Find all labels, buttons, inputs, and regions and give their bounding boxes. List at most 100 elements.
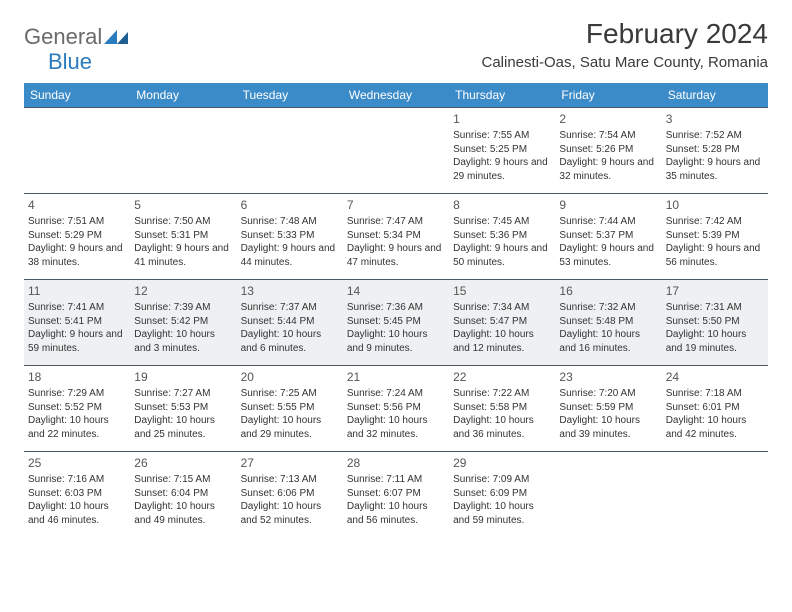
day-cell [130,108,236,194]
sunrise-line: Sunrise: 7:45 AM [453,215,551,229]
sunset-line: Sunset: 5:45 PM [347,315,445,329]
day-cell: 12Sunrise: 7:39 AMSunset: 5:42 PMDayligh… [130,280,236,366]
sunrise-line: Sunrise: 7:09 AM [453,473,551,487]
day-number: 28 [347,455,445,471]
sunset-line: Sunset: 5:26 PM [559,143,657,157]
logo: General [24,18,132,50]
daylight-line: Daylight: 10 hours and 49 minutes. [134,500,232,527]
sunset-line: Sunset: 5:56 PM [347,401,445,415]
day-number: 15 [453,283,551,299]
day-number: 3 [666,111,764,127]
daylight-line: Daylight: 10 hours and 52 minutes. [241,500,339,527]
month-title: February 2024 [481,18,768,50]
daylight-line: Daylight: 10 hours and 3 minutes. [134,328,232,355]
sunset-line: Sunset: 5:37 PM [559,229,657,243]
day-header: Friday [555,83,661,108]
day-header: Saturday [662,83,768,108]
day-cell: 8Sunrise: 7:45 AMSunset: 5:36 PMDaylight… [449,194,555,280]
day-number: 19 [134,369,232,385]
day-cell: 13Sunrise: 7:37 AMSunset: 5:44 PMDayligh… [237,280,343,366]
day-number: 25 [28,455,126,471]
day-number: 21 [347,369,445,385]
day-cell: 24Sunrise: 7:18 AMSunset: 6:01 PMDayligh… [662,366,768,452]
day-number: 27 [241,455,339,471]
day-cell: 22Sunrise: 7:22 AMSunset: 5:58 PMDayligh… [449,366,555,452]
week-row: 1Sunrise: 7:55 AMSunset: 5:25 PMDaylight… [24,108,768,194]
sunrise-line: Sunrise: 7:13 AM [241,473,339,487]
day-cell: 17Sunrise: 7:31 AMSunset: 5:50 PMDayligh… [662,280,768,366]
day-number: 11 [28,283,126,299]
sunset-line: Sunset: 5:33 PM [241,229,339,243]
day-cell: 4Sunrise: 7:51 AMSunset: 5:29 PMDaylight… [24,194,130,280]
day-number: 4 [28,197,126,213]
day-number: 2 [559,111,657,127]
day-number: 5 [134,197,232,213]
day-cell [237,108,343,194]
sunset-line: Sunset: 5:25 PM [453,143,551,157]
sunrise-line: Sunrise: 7:18 AM [666,387,764,401]
sunset-line: Sunset: 5:34 PM [347,229,445,243]
day-number: 7 [347,197,445,213]
daylight-line: Daylight: 10 hours and 16 minutes. [559,328,657,355]
day-number: 26 [134,455,232,471]
sunrise-line: Sunrise: 7:44 AM [559,215,657,229]
day-cell: 29Sunrise: 7:09 AMSunset: 6:09 PMDayligh… [449,452,555,538]
daylight-line: Daylight: 10 hours and 29 minutes. [241,414,339,441]
sunrise-line: Sunrise: 7:47 AM [347,215,445,229]
sunrise-line: Sunrise: 7:15 AM [134,473,232,487]
sunset-line: Sunset: 6:06 PM [241,487,339,501]
day-cell: 5Sunrise: 7:50 AMSunset: 5:31 PMDaylight… [130,194,236,280]
sunrise-line: Sunrise: 7:31 AM [666,301,764,315]
daylight-line: Daylight: 9 hours and 32 minutes. [559,156,657,183]
sunset-line: Sunset: 6:04 PM [134,487,232,501]
sunrise-line: Sunrise: 7:50 AM [134,215,232,229]
day-header: Sunday [24,83,130,108]
daylight-line: Daylight: 10 hours and 56 minutes. [347,500,445,527]
week-row: 25Sunrise: 7:16 AMSunset: 6:03 PMDayligh… [24,452,768,538]
daylight-line: Daylight: 9 hours and 53 minutes. [559,242,657,269]
sunset-line: Sunset: 5:41 PM [28,315,126,329]
daylight-line: Daylight: 10 hours and 42 minutes. [666,414,764,441]
day-number: 23 [559,369,657,385]
sunset-line: Sunset: 6:03 PM [28,487,126,501]
sunrise-line: Sunrise: 7:29 AM [28,387,126,401]
daylight-line: Daylight: 10 hours and 36 minutes. [453,414,551,441]
sunrise-line: Sunrise: 7:20 AM [559,387,657,401]
daylight-line: Daylight: 9 hours and 59 minutes. [28,328,126,355]
sunrise-line: Sunrise: 7:42 AM [666,215,764,229]
day-cell: 6Sunrise: 7:48 AMSunset: 5:33 PMDaylight… [237,194,343,280]
day-header: Tuesday [237,83,343,108]
day-cell: 11Sunrise: 7:41 AMSunset: 5:41 PMDayligh… [24,280,130,366]
daylight-line: Daylight: 10 hours and 59 minutes. [453,500,551,527]
sunset-line: Sunset: 5:52 PM [28,401,126,415]
day-number: 12 [134,283,232,299]
day-number: 6 [241,197,339,213]
day-number: 10 [666,197,764,213]
daylight-line: Daylight: 9 hours and 44 minutes. [241,242,339,269]
daylight-line: Daylight: 9 hours and 38 minutes. [28,242,126,269]
sunset-line: Sunset: 5:28 PM [666,143,764,157]
sunrise-line: Sunrise: 7:34 AM [453,301,551,315]
sunrise-line: Sunrise: 7:32 AM [559,301,657,315]
sunset-line: Sunset: 6:01 PM [666,401,764,415]
daylight-line: Daylight: 9 hours and 35 minutes. [666,156,764,183]
daylight-line: Daylight: 10 hours and 32 minutes. [347,414,445,441]
logo-text-blue: Blue [24,49,92,74]
day-number: 29 [453,455,551,471]
day-header: Monday [130,83,236,108]
sunset-line: Sunset: 5:58 PM [453,401,551,415]
sunrise-line: Sunrise: 7:11 AM [347,473,445,487]
day-number: 20 [241,369,339,385]
day-number: 14 [347,283,445,299]
day-cell: 18Sunrise: 7:29 AMSunset: 5:52 PMDayligh… [24,366,130,452]
sunrise-line: Sunrise: 7:36 AM [347,301,445,315]
day-number: 9 [559,197,657,213]
day-cell: 20Sunrise: 7:25 AMSunset: 5:55 PMDayligh… [237,366,343,452]
day-cell: 25Sunrise: 7:16 AMSunset: 6:03 PMDayligh… [24,452,130,538]
day-cell: 15Sunrise: 7:34 AMSunset: 5:47 PMDayligh… [449,280,555,366]
day-number: 1 [453,111,551,127]
day-number: 16 [559,283,657,299]
sunset-line: Sunset: 5:29 PM [28,229,126,243]
day-header: Thursday [449,83,555,108]
day-cell: 7Sunrise: 7:47 AMSunset: 5:34 PMDaylight… [343,194,449,280]
